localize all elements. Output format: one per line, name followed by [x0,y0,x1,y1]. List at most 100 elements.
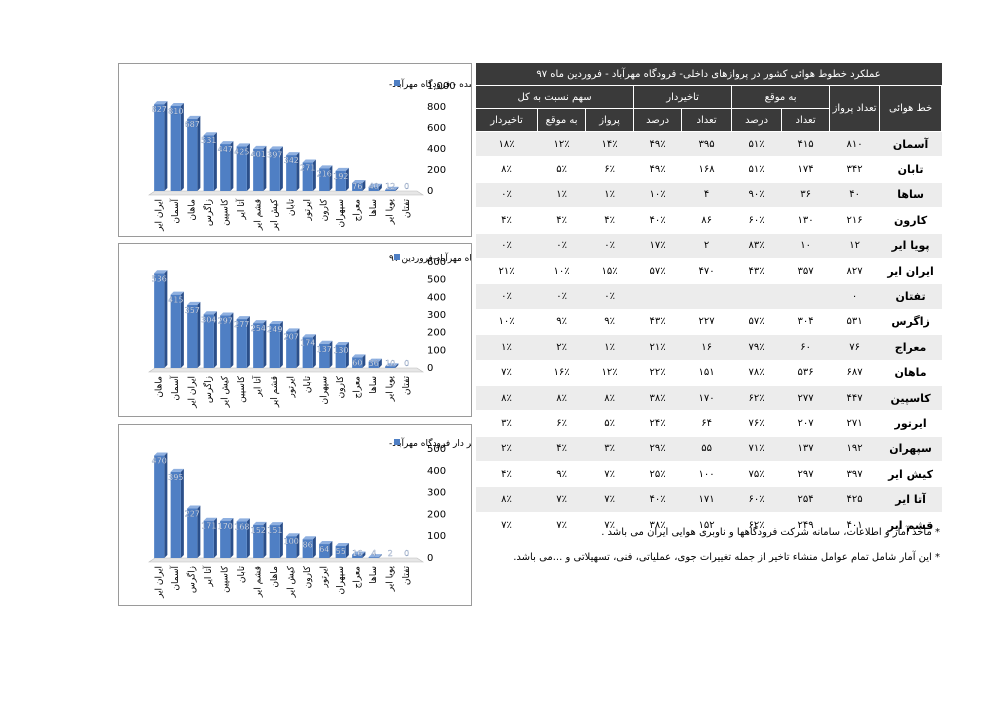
cell-share-flight: ۳٪ [585,436,634,463]
bar-side [279,522,283,558]
cell-delay-percent: ۵۷٪ [633,258,682,285]
chart-title: تعداد پروازهای تاخیر دار فرودگاه مهرآباد… [389,437,471,449]
bar-top [220,312,234,316]
bar [335,546,346,558]
bar [187,118,198,191]
header-airline: خط هوائی [879,85,943,132]
x-tick-label: معراج [352,199,362,222]
bar-top [352,354,366,358]
cell-ontime-percent: ۸۳٪ [731,233,782,259]
header-delay-group: تاخیردار [633,85,733,109]
cell-airline: سپهران [879,436,942,463]
data-label: 64 [319,545,329,554]
chart-panel-ontime-flights: تعداد پروازهای به موقع فرودگاه مهرآباد-ف… [118,243,472,417]
bar-top [253,145,267,149]
bar [352,357,363,368]
x-tick-label: ایران ایر [154,566,164,599]
cell-flights: ۷۶ [829,334,880,361]
bar-top [187,505,201,509]
x-tick-label: ایرتور [286,376,296,398]
header-share-flight: پرواز [585,108,635,132]
y-tick-label: 200 [427,328,446,339]
x-tick-label: ماهان [187,199,197,221]
cell-share-ontime: ۸٪ [537,385,586,412]
cell-ontime-count: ۳۵۷ [781,258,830,285]
airline-performance-table: عملکرد خطوط هوائی کشور در پروازهای داخلی… [474,63,943,539]
cell-share-flight: ۰٪ [585,233,634,259]
cell-share-ontime: ۲٪ [537,334,586,361]
cell-delay-percent: ۴۰٪ [633,486,682,513]
cell-ontime-count [781,283,830,310]
bar-side [329,340,333,368]
bar-top [220,517,234,521]
cell-share-ontime: ۰٪ [537,233,586,259]
cell-delay-percent: ۳۸٪ [633,385,682,412]
cell-flights: ۱۲ [829,233,880,259]
y-tick-label: 0 [427,186,433,197]
bar [335,170,346,191]
note-scope: * این آمار شامل تمام عوامل منشاء تاخیر ا… [513,552,940,563]
cell-delay-count [681,283,732,310]
cell-flights: ۳۴۲ [829,156,880,183]
cell-share-ontime: ۰٪ [537,283,586,310]
cell-delay-count: ۱۷۱ [681,486,732,513]
chart-floor [148,367,424,373]
cell-ontime-percent: ۷۹٪ [731,334,782,361]
cell-share-delayed: ۱۰٪ [475,309,538,336]
bar-top [286,152,300,156]
bar [220,144,231,191]
cell-share-flight: ۸٪ [585,385,634,412]
bar-side [180,102,184,191]
x-tick-label: سپهران [336,199,346,227]
data-label: 4 [371,549,376,558]
table-row: ساها ۴۰ ۳۶ ۹۰٪ ۴ ۱۰٪ ۱٪ ۱٪ ۰٪ [475,182,942,209]
bar [154,273,165,368]
cell-share-flight: ۷٪ [585,486,634,513]
data-label: 447 [218,145,233,154]
cell-ontime-percent: ۶۰٪ [731,207,782,234]
bar-top [236,316,250,320]
bar-top [154,270,168,274]
cell-airline: کیش ایر [879,461,942,488]
data-label: 171 [201,522,216,531]
bar [319,343,330,368]
table-row: کاسپین ۴۴۷ ۲۷۷ ۶۲٪ ۱۷۰ ۳۸٪ ۸٪ ۸٪ ۸٪ [475,385,942,412]
bar [253,524,264,558]
cell-ontime-count: ۲۰۷ [781,410,830,437]
cell-delay-count: ۱۷۰ [681,385,732,412]
bar-side [263,521,267,558]
cell-airline: ساها [879,182,942,209]
x-tick-label: آسمان [169,376,181,401]
table-row: ماهان ۶۸۷ ۵۳۶ ۷۸٪ ۱۵۱ ۲۲٪ ۱۲٪ ۱۶٪ ۷٪ [475,360,942,386]
bar [253,148,264,191]
legend-swatch [394,254,400,260]
cell-share-ontime: ۱۶٪ [537,360,586,386]
bar [368,557,379,558]
cell-delay-count: ۸۶ [681,207,732,234]
cell-airline: تابان [879,156,942,183]
cell-ontime-percent: ۵۱٪ [731,156,782,183]
cell-delay-count: ۱۰۰ [681,461,732,488]
bar-side [312,536,316,558]
bar-top [368,358,382,362]
bar-side [263,145,267,191]
data-label: 0 [404,549,409,558]
data-label: 827 [152,105,167,114]
cell-ontime-count: ۱۳۷ [781,436,830,463]
cell-delay-count: ۱۵۱ [681,360,732,386]
data-label: 137 [317,345,332,354]
y-tick-label: 0 [427,363,433,374]
header-delay-count: تعداد [681,108,733,132]
cell-airline: ایران ایر [879,258,942,285]
table-row: سپهران ۱۹۲ ۱۳۷ ۷۱٪ ۵۵ ۲۹٪ ۳٪ ۴٪ ۲٪ [475,436,942,463]
bar-top [368,183,382,187]
bar [302,539,313,558]
cell-share-flight: ۰٪ [585,283,634,310]
bar-side [263,320,267,368]
x-tick-label: کارون [303,565,313,588]
bar [385,189,396,191]
y-tick-label: 500 [427,444,446,455]
x-tick-label: تابان [237,566,247,584]
cell-airline: ایرتور [879,410,942,437]
bar-side [230,517,234,558]
